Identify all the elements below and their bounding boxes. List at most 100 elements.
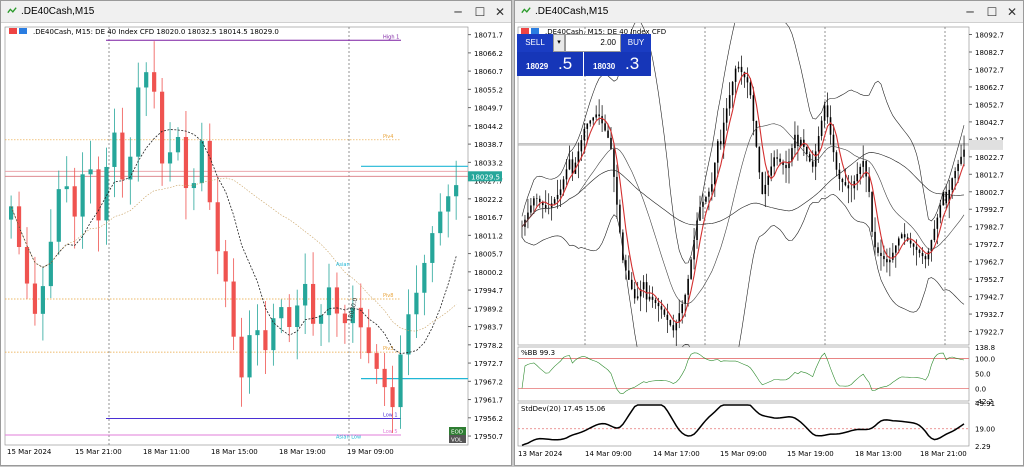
candle-body: [350, 307, 355, 324]
candle-body: [358, 307, 363, 328]
candle-body: [48, 241, 53, 287]
bb-scale-label: 100.0: [975, 356, 995, 364]
candle-body: [430, 233, 435, 263]
time-label: 15 Mar 19:00: [787, 450, 834, 458]
candle-body: [167, 152, 173, 164]
candle-body: [326, 287, 332, 316]
bb-line: [521, 352, 965, 395]
minimize-button[interactable]: ─: [966, 5, 974, 19]
current-price-badge: [969, 139, 1003, 150]
price-label: 18016.7: [474, 214, 503, 222]
time-label: 19 Mar 09:00: [347, 448, 394, 456]
bid-price-pips: .5: [558, 54, 573, 73]
candle-body: [303, 283, 308, 306]
ask-price-button[interactable]: 18030 .3: [584, 52, 651, 76]
candle-body: [279, 307, 284, 319]
right-chart-window[interactable]: .DE40Cash,M15 ─ ☐ ✕ 18092.7 18082.7 18072.…: [514, 0, 1024, 466]
candle-body: [287, 307, 292, 328]
time-label: 14 Mar 17:00: [653, 450, 700, 458]
stddev-scale-label: 19.00: [975, 426, 995, 434]
candle-body: [374, 353, 379, 369]
right-price-chart[interactable]: 18092.7 18082.7 18072.7 18062.7 18052.7 18042…: [515, 23, 1024, 467]
pivot-label: Piv3: [383, 346, 393, 352]
price-label: 18000.2: [474, 269, 503, 277]
symbol-icon: [9, 28, 17, 34]
price-label: 18002.7: [975, 189, 1004, 197]
maximize-button[interactable]: ☐: [474, 5, 486, 19]
stddev-indicator-label: StdDev(20) 17.45 15.06: [521, 405, 606, 413]
candle-body: [223, 251, 228, 282]
time-label: 18 Mar 15:00: [211, 448, 258, 456]
price-label: 17989.2: [474, 305, 503, 313]
price-label: 17952.7: [975, 276, 1004, 284]
symbol-icon: [19, 28, 27, 34]
price-label: 18060.7: [474, 68, 503, 76]
time-label: 18 Mar 13:00: [855, 450, 902, 458]
pivot-label: Low 1: [383, 412, 398, 418]
bb-scale-label: 0.0: [975, 385, 986, 393]
candle-body: [56, 189, 61, 242]
symbol-icon: [531, 28, 539, 34]
slow-ma-line: [521, 152, 965, 227]
price-label: 17972.7: [975, 241, 1004, 249]
volume-badge: [449, 435, 466, 443]
candle-body: [64, 186, 69, 190]
candle-body: [342, 313, 347, 324]
left-price-chart[interactable]: 18071.7 18066.2 18060.7 18055.2 18049.7 18044…: [1, 23, 513, 467]
candle-body: [120, 132, 125, 180]
candle-body: [80, 174, 85, 217]
sell-button[interactable]: SELL: [517, 34, 553, 52]
chevron-down-icon[interactable]: ▾: [553, 34, 565, 52]
candle-body: [207, 140, 212, 203]
plot-area: [517, 26, 970, 346]
candle-body: [311, 283, 316, 324]
close-button[interactable]: ✕: [1006, 5, 1018, 19]
candle-body: [88, 169, 93, 175]
candle-body: [136, 87, 141, 157]
candle-body: [247, 335, 252, 378]
candle-body: [422, 262, 427, 293]
price-label: 18042.7: [975, 119, 1004, 127]
price-label: 18082.7: [975, 49, 1004, 57]
session-badge-label: EOD: [451, 430, 463, 436]
candle-body: [128, 156, 133, 180]
stddev-scale-label: 43.91: [975, 400, 995, 408]
minimize-button[interactable]: ─: [454, 5, 462, 19]
ask-price-pips: .3: [625, 54, 640, 73]
price-label: 18038.7: [474, 141, 503, 149]
candle-body: [112, 132, 117, 167]
plot-area: [4, 26, 469, 446]
candle-body: [96, 169, 101, 221]
price-label: 18012.7: [975, 171, 1004, 179]
candle-body: [183, 137, 189, 189]
left-chart-window[interactable]: .DE40Cash,M15 ─ ☐ ✕ 18071.7 18066.2 18060.…: [0, 0, 512, 466]
price-label: 17932.7: [975, 311, 1004, 319]
candle-body: [263, 330, 268, 351]
chart-info-line: .DE40Cash, M15: DE 40 Index CFD: [545, 28, 666, 36]
close-button[interactable]: ✕: [494, 5, 506, 19]
chart-window-icon: [7, 7, 17, 14]
candle-body: [40, 286, 45, 314]
time-label: 15 Mar 21:00: [75, 448, 122, 456]
candle-body: [255, 330, 260, 336]
price-label: 18049.7: [474, 105, 503, 113]
left-title-bar[interactable]: .DE40Cash,M15 ─ ☐ ✕: [1, 1, 511, 23]
candle-body: [9, 206, 14, 220]
time-label: 14 Mar 09:00: [585, 450, 632, 458]
candle-body: [438, 211, 443, 234]
bid-price-button[interactable]: 18029 .5: [517, 52, 584, 76]
right-title-bar[interactable]: .DE40Cash,M15 ─ ☐ ✕: [515, 1, 1023, 23]
time-label: 15 Mar 09:00: [720, 450, 767, 458]
buy-button[interactable]: BUY: [621, 34, 651, 52]
candle-body: [414, 292, 419, 315]
candle-body: [199, 140, 204, 184]
one-click-trading-panel: SELL ▾ 2.00 BUY 18029 .5 18030 .3: [517, 34, 651, 76]
price-label: 17950.7: [474, 433, 503, 441]
price-label: 18092.7: [975, 32, 1004, 40]
time-label: 18 Mar 19:00: [279, 448, 326, 456]
volume-input[interactable]: 2.00: [565, 34, 621, 52]
price-label: 17972.7: [474, 360, 503, 368]
price-label: 18072.7: [975, 66, 1004, 74]
stddev-scale-label: 2.29: [975, 443, 991, 451]
maximize-button[interactable]: ☐: [986, 5, 998, 19]
